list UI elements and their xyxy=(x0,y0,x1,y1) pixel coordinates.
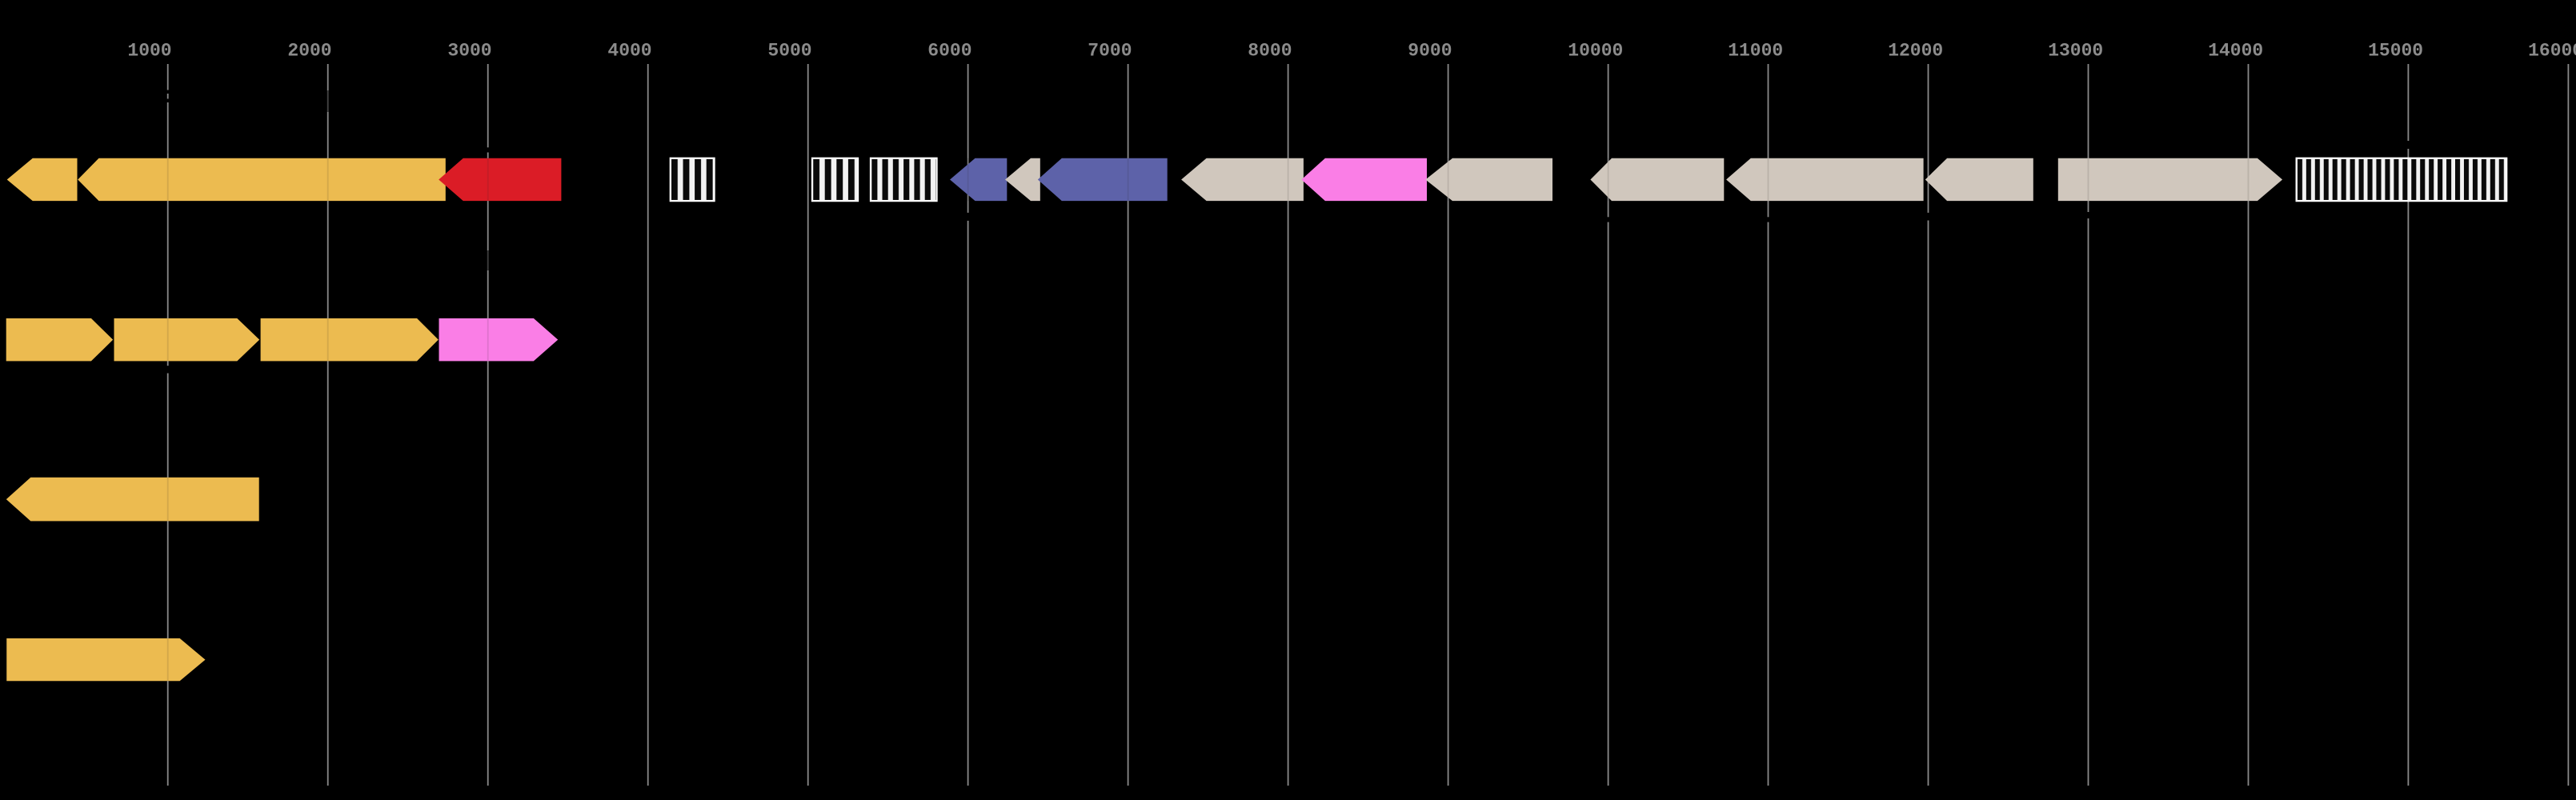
svg-text:10000: 10000 xyxy=(1568,41,1623,62)
svg-text:12000: 12000 xyxy=(1888,41,1943,62)
svg-text:2000: 2000 xyxy=(287,41,331,62)
svg-text:3000: 3000 xyxy=(447,41,491,62)
svg-text:9000: 9000 xyxy=(1408,41,1452,62)
svg-text:7000: 7000 xyxy=(1088,41,1132,62)
svg-text:11000: 11000 xyxy=(1728,41,1783,62)
svg-text:8000: 8000 xyxy=(1248,41,1292,62)
svg-text:1000: 1000 xyxy=(127,41,171,62)
svg-text:14000: 14000 xyxy=(2208,41,2263,62)
svg-text:16000: 16000 xyxy=(2528,41,2576,62)
svg-text:5000: 5000 xyxy=(767,41,811,62)
svg-text:6000: 6000 xyxy=(927,41,972,62)
svg-text:4000: 4000 xyxy=(607,41,651,62)
svg-text:13000: 13000 xyxy=(2048,41,2103,62)
svg-text:15000: 15000 xyxy=(2368,41,2423,62)
